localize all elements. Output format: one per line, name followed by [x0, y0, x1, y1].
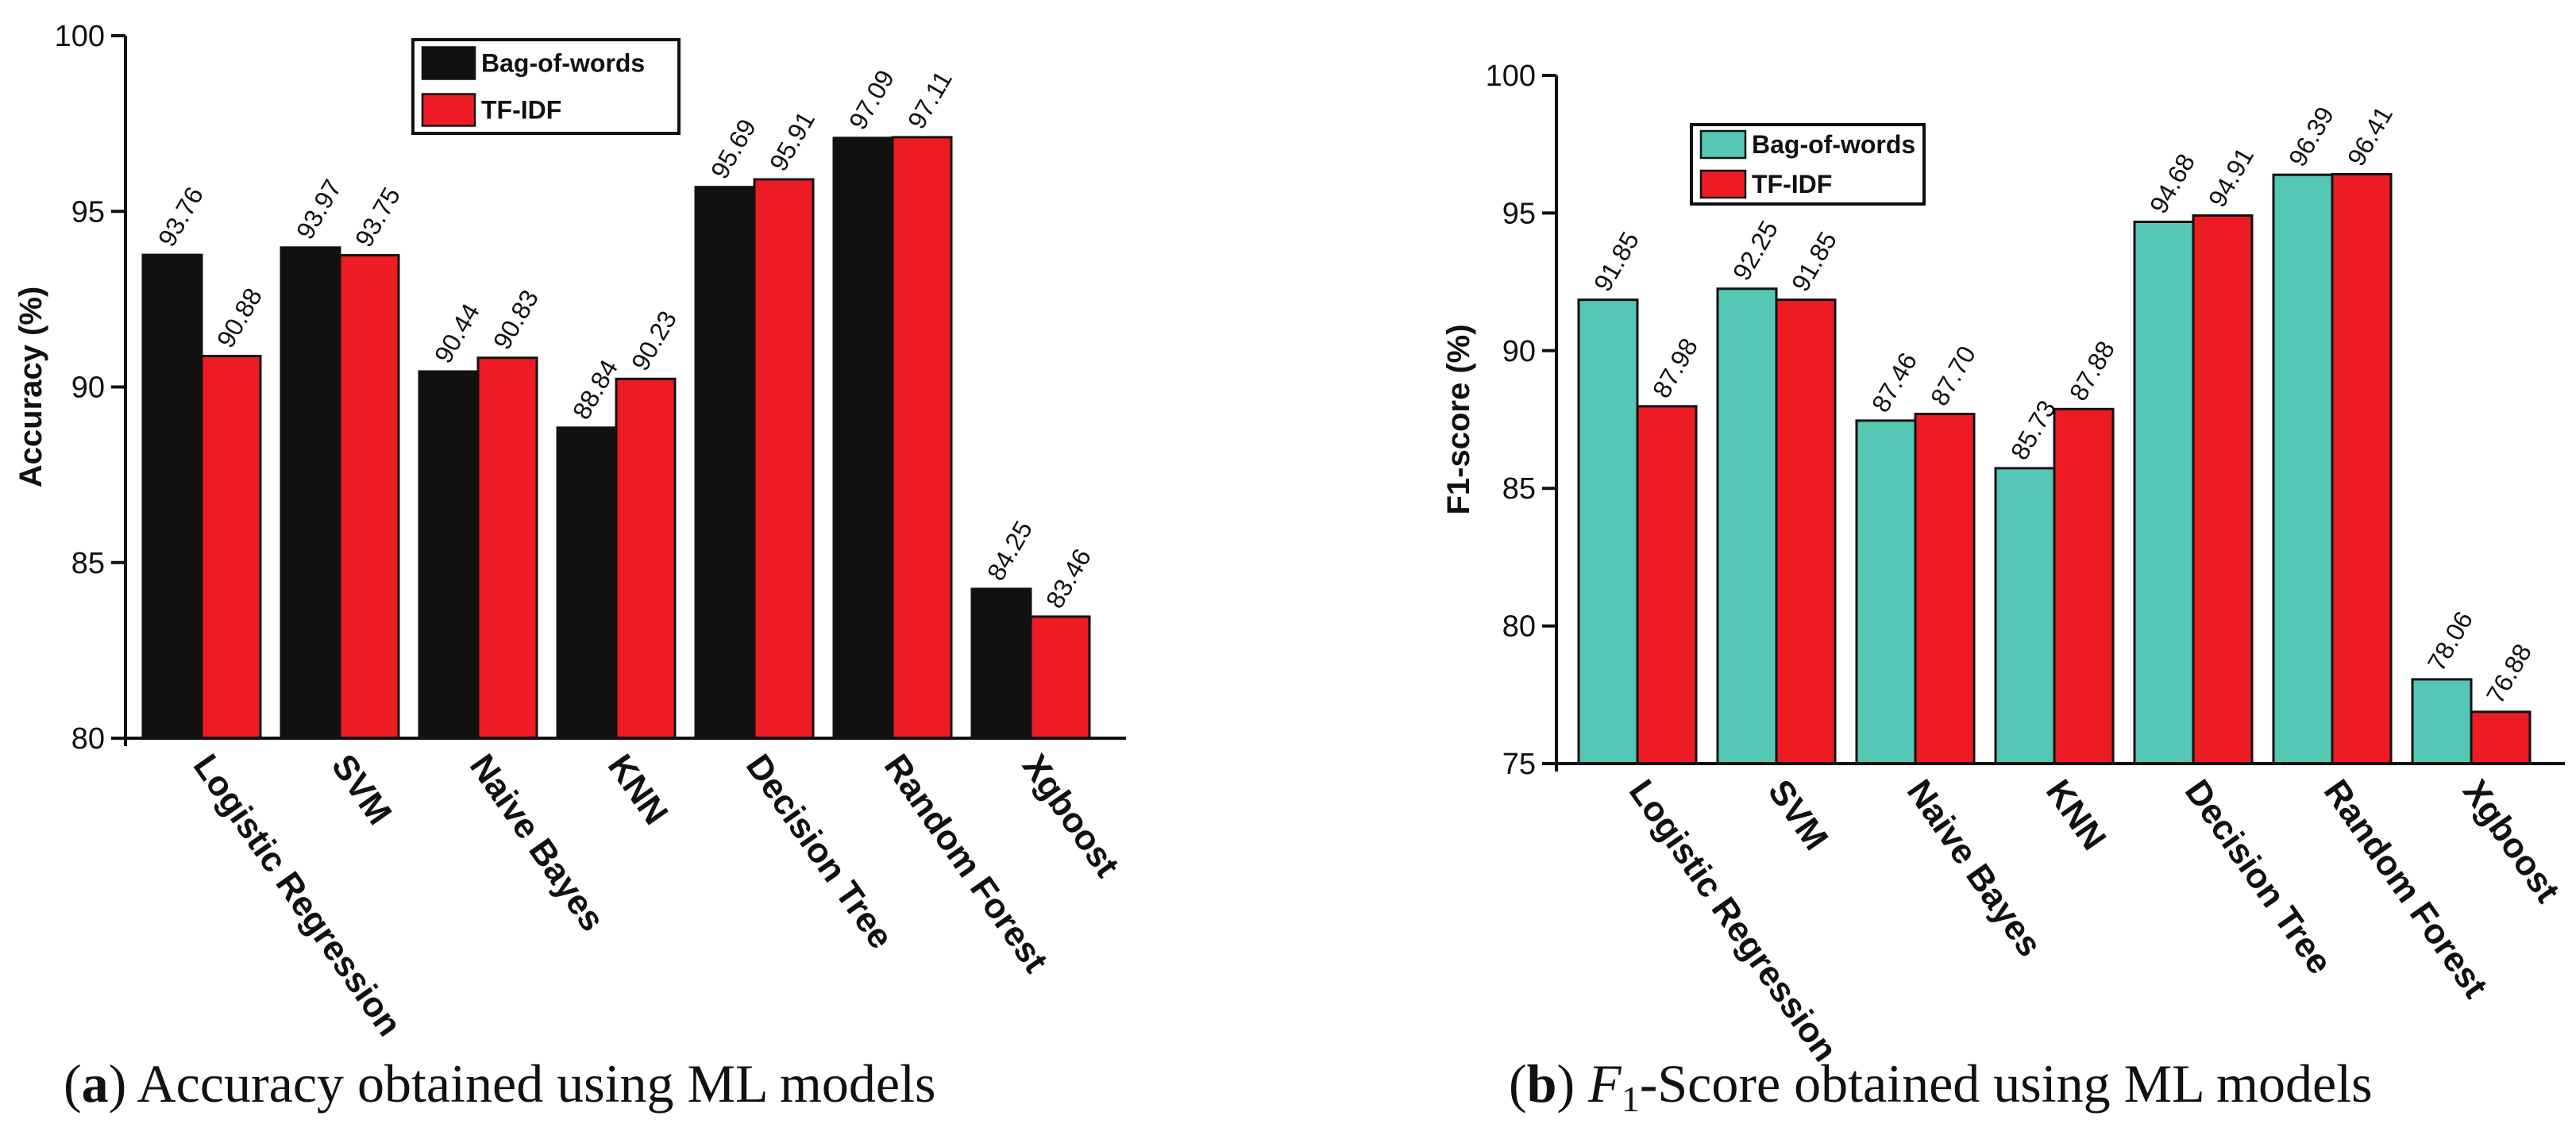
f1-category-label-decision-tree: Decision Tree: [2177, 773, 2339, 981]
acc-category-label-knn: KNN: [600, 748, 676, 832]
caption-f1-score: (b) F1-Score obtained using ML models: [1509, 1053, 2373, 1119]
acc-data-label-bag-of-words-decision-tree: 95.69: [705, 114, 762, 183]
acc-bar-tf-idf-logistic-regression: [200, 355, 262, 740]
acc-data-label-bag-of-words-svm: 93.97: [291, 175, 347, 244]
f1-bar-bag-of-words-logistic-regression: [1577, 298, 1639, 765]
acc-bar-tf-idf-svm: [338, 254, 400, 740]
acc-bar-bag-of-words-naive-bayes: [418, 370, 480, 740]
f1-data-label-tf-idf-knn: 87.88: [2064, 336, 2120, 405]
f1-data-label-tf-idf-naive-bayes: 87.70: [1925, 341, 1981, 410]
acc-y-tick-label-85: 85: [71, 547, 105, 580]
f1-data-label-bag-of-words-naive-bayes: 87.46: [1866, 348, 1922, 417]
acc-data-label-tf-idf-knn: 90.23: [626, 306, 682, 375]
acc-category-label-naive-bayes: Naive Bayes: [462, 748, 612, 939]
acc-data-label-tf-idf-random-forest: 97.11: [902, 66, 958, 133]
acc-bar-tf-idf-knn: [615, 377, 677, 740]
caption-f1-score-text: -Score obtained using ML models: [1640, 1053, 2373, 1114]
caption-accuracy-text: Accuracy obtained using ML models: [126, 1053, 935, 1114]
f1-bar-bag-of-words-decision-tree: [2133, 220, 2195, 765]
acc-y-axis-title: Accuracy (%): [13, 287, 48, 487]
acc-legend-swatch-tf-idf: [421, 93, 476, 127]
acc-data-label-bag-of-words-xgboost: 84.25: [981, 516, 1038, 585]
f1-bar-bag-of-words-naive-bayes: [1855, 419, 1917, 765]
acc-category-label-decision-tree: Decision Tree: [738, 748, 900, 956]
f1-y-tick-label-95: 95: [1502, 197, 1536, 230]
acc-bar-tf-idf-xgboost: [1029, 615, 1091, 740]
acc-category-label-svm: SVM: [324, 748, 399, 832]
f1-category-label-knn: KNN: [2038, 773, 2114, 857]
f1-data-label-bag-of-words-knn: 85.73: [2005, 395, 2061, 464]
f1-bar-tf-idf-logistic-regression: [1636, 405, 1698, 765]
f1-data-label-bag-of-words-random-forest: 96.39: [2283, 102, 2339, 171]
f1-y-tick-label-90: 90: [1502, 335, 1536, 368]
acc-bar-bag-of-words-decision-tree: [694, 186, 756, 740]
f1-bar-tf-idf-knn: [2053, 407, 2115, 765]
acc-bar-bag-of-words-random-forest: [832, 137, 894, 740]
f1-bar-tf-idf-decision-tree: [2192, 214, 2254, 765]
acc-data-label-tf-idf-logistic-regression: 90.88: [211, 283, 268, 352]
f1-bar-bag-of-words-xgboost: [2411, 678, 2473, 765]
acc-bar-bag-of-words-svm: [280, 246, 341, 740]
f1-data-label-bag-of-words-logistic-regression: 91.85: [1588, 227, 1645, 296]
acc-data-label-tf-idf-decision-tree: 95.91: [764, 106, 820, 175]
f1-data-label-bag-of-words-xgboost: 78.06: [2422, 606, 2478, 675]
f1-legend-swatch-tf-idf: [1699, 169, 1747, 199]
f1-y-tick-label-80: 80: [1502, 610, 1536, 644]
f1-legend-swatch-bag-of-words: [1699, 129, 1747, 160]
f1-y-tick-label-75: 75: [1502, 748, 1536, 781]
acc-data-label-bag-of-words-logistic-regression: 93.76: [152, 182, 209, 251]
f1-bar-tf-idf-random-forest: [2331, 173, 2393, 765]
f1-data-label-tf-idf-logistic-regression: 87.98: [1647, 333, 1703, 402]
acc-y-tick-label-90: 90: [71, 371, 105, 405]
f1-data-label-tf-idf-decision-tree: 94.91: [2203, 143, 2259, 212]
f1-data-label-bag-of-words-decision-tree: 94.68: [2144, 149, 2200, 218]
acc-legend-label-bag-of-words: Bag-of-words: [481, 49, 645, 78]
caption-f1-score-letter: b: [1527, 1053, 1557, 1114]
f1-legend-label-bag-of-words: Bag-of-words: [1752, 130, 1915, 159]
acc-bar-bag-of-words-logistic-regression: [141, 253, 203, 740]
acc-y-tick-label-100: 100: [55, 20, 105, 53]
f1-bar-tf-idf-svm: [1775, 298, 1837, 765]
f1-bar-bag-of-words-random-forest: [2272, 173, 2334, 765]
caption-accuracy: (a) Accuracy obtained using ML models: [64, 1053, 935, 1114]
acc-y-tick-label-95: 95: [71, 195, 105, 229]
acc-y-tick-label-80: 80: [71, 722, 105, 756]
acc-bar-tf-idf-naive-bayes: [476, 356, 538, 740]
f1-category-label-svm: SVM: [1760, 773, 1836, 857]
acc-data-label-tf-idf-naive-bayes: 90.83: [488, 285, 544, 354]
acc-data-label-bag-of-words-naive-bayes: 90.44: [429, 298, 485, 368]
caption-f1-score-symbol: F: [1587, 1053, 1622, 1114]
acc-data-label-tf-idf-xgboost: 83.46: [1040, 544, 1097, 613]
f1-bar-tf-idf-xgboost: [2470, 710, 2532, 765]
caption-accuracy-letter: a: [82, 1053, 109, 1114]
acc-data-label-bag-of-words-random-forest: 97.09: [843, 65, 900, 134]
f1-y-tick-label-85: 85: [1502, 472, 1536, 506]
caption-f1-score-subscript: 1: [1622, 1079, 1640, 1119]
acc-bar-bag-of-words-knn: [556, 426, 618, 740]
f1-data-label-tf-idf-svm: 91.85: [1786, 227, 1842, 296]
f1-y-axis-title: F1-score (%): [1441, 324, 1476, 514]
f1-bar-tf-idf-naive-bayes: [1914, 413, 1976, 765]
f1-category-label-xgboost: Xgboost: [2455, 773, 2567, 910]
acc-bar-tf-idf-decision-tree: [753, 178, 815, 740]
f1-legend-label-tf-idf: TF-IDF: [1752, 170, 1832, 198]
f1-category-label-naive-bayes: Naive Bayes: [1899, 773, 2050, 964]
f1-data-label-tf-idf-random-forest: 96.41: [2342, 102, 2398, 171]
f1-bar-bag-of-words-knn: [1994, 467, 2056, 765]
f1-data-label-tf-idf-xgboost: 76.88: [2481, 639, 2537, 708]
f1-data-label-bag-of-words-svm: 92.25: [1727, 216, 1784, 285]
acc-bar-bag-of-words-xgboost: [970, 587, 1032, 740]
f1-y-tick-label-100: 100: [1486, 60, 1536, 93]
acc-legend-swatch-bag-of-words: [421, 46, 476, 80]
acc-data-label-bag-of-words-knn: 88.84: [567, 355, 623, 424]
acc-bar-tf-idf-random-forest: [891, 136, 953, 740]
acc-legend-label-tf-idf: TF-IDF: [481, 96, 561, 125]
acc-category-label-xgboost: Xgboost: [1015, 748, 1127, 885]
acc-data-label-tf-idf-svm: 93.75: [349, 183, 406, 252]
f1-bar-bag-of-words-svm: [1716, 287, 1778, 765]
